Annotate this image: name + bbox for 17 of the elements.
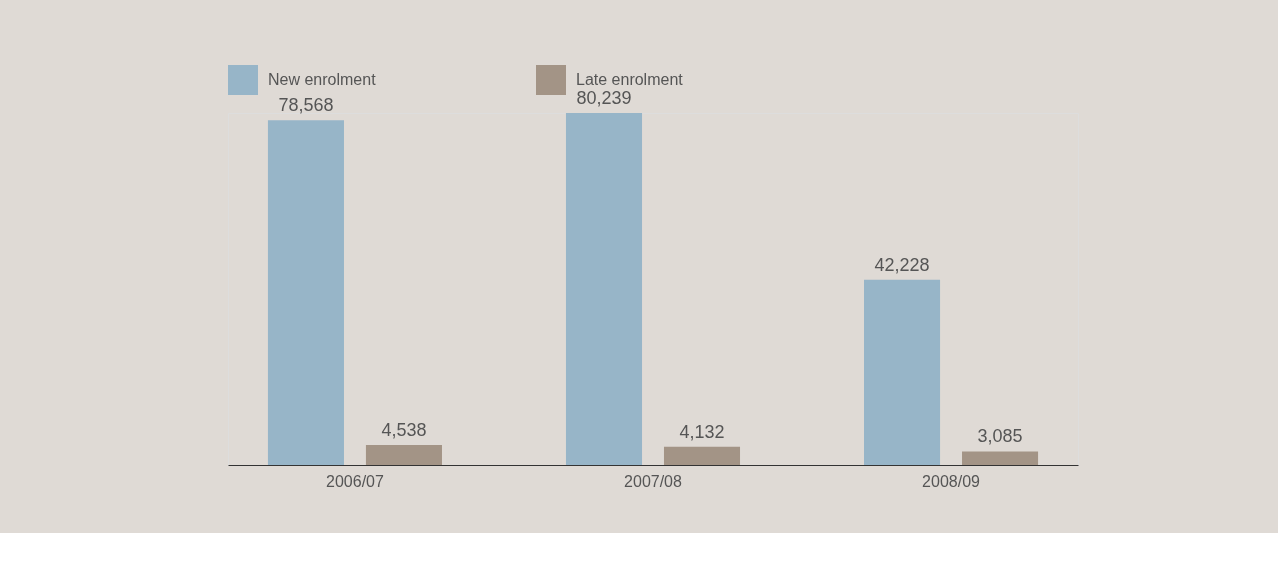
bar — [565, 113, 643, 465]
data-label: 4,538 — [381, 420, 427, 441]
x-tick-label: 2008/09 — [922, 472, 981, 490]
bar — [365, 445, 442, 465]
legend-label: New enrolment — [268, 71, 377, 88]
x-tick-label: 2007/08 — [624, 472, 683, 490]
data-label: 42,228 — [874, 254, 930, 275]
legend-label: Late enrolment — [576, 71, 684, 88]
bar — [962, 451, 1039, 465]
bar — [267, 120, 344, 465]
x-tick-label: 2006/07 — [326, 472, 384, 490]
data-label: 3,085 — [977, 426, 1023, 447]
data-label: 80,239 — [576, 88, 632, 108]
bar — [663, 446, 741, 465]
bar — [864, 279, 941, 465]
data-label: 4,132 — [679, 421, 725, 442]
data-label: 78,568 — [278, 95, 334, 116]
